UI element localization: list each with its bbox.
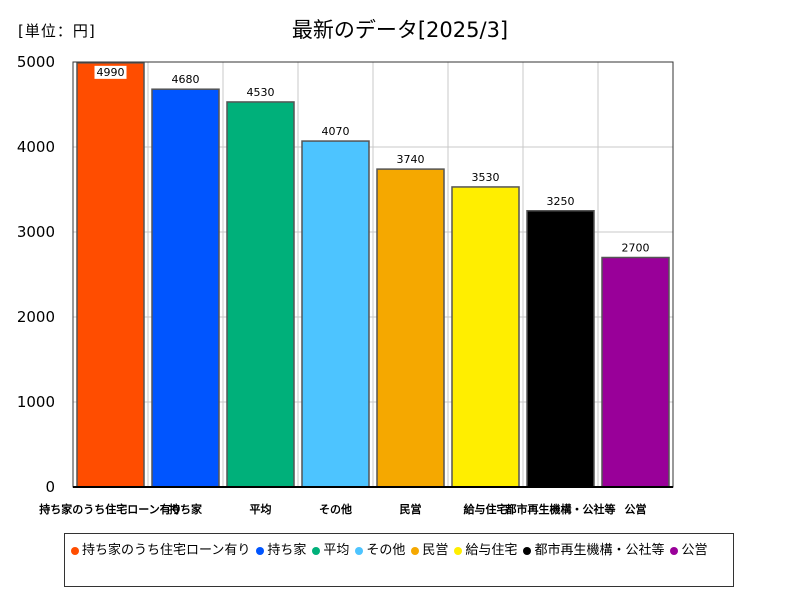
- y-tick-label: 3000: [17, 223, 55, 241]
- legend-marker: [411, 546, 420, 555]
- legend-label: 都市再生機構・公社等: [534, 543, 665, 558]
- category-label: 平均: [250, 502, 272, 516]
- value-label: 4990: [97, 66, 125, 79]
- value-label: 3530: [472, 171, 500, 184]
- legend-item: 持ち家: [256, 540, 306, 561]
- legend-label: 公営: [681, 543, 708, 558]
- legend-label: 平均: [323, 543, 350, 558]
- legend: 持ち家のうち住宅ローン有り 持ち家 平均 その他 民営 給与住宅 都市再生機構・公社等 公営: [64, 533, 734, 587]
- legend-item: 民営: [411, 540, 448, 561]
- legend-item: その他: [355, 540, 405, 561]
- value-label: 3740: [397, 153, 425, 166]
- legend-label: 持ち家: [267, 543, 307, 558]
- chart-title: 最新のデータ[2025/3]: [291, 18, 509, 42]
- legend-marker: [312, 546, 321, 555]
- bar: [451, 186, 520, 488]
- category-label: 民営: [400, 502, 422, 516]
- y-tick-label: 1000: [17, 393, 55, 411]
- bars: [76, 62, 670, 488]
- y-tick-label: 4000: [17, 138, 55, 156]
- category-label: 都市再生機構・公社等: [505, 502, 616, 516]
- category-label: 持ち家: [169, 502, 203, 516]
- category-label: 給与住宅: [464, 502, 508, 516]
- y-tick-label: 5000: [17, 53, 55, 71]
- legend-item: 平均: [312, 540, 349, 561]
- axes: [72, 61, 674, 488]
- value-label: 3250: [547, 195, 575, 208]
- value-label: 4530: [247, 86, 275, 99]
- legend-item: 都市再生機構・公社等: [523, 540, 664, 561]
- value-label-bg: [94, 65, 127, 79]
- legend-label: 持ち家のうち住宅ローン有り: [82, 543, 251, 558]
- labels: 0 1000 2000 3000 4000 5000 4990 持ち家のうち住宅ローン有り 46…: [17, 53, 650, 516]
- category-label: 公営: [625, 502, 647, 516]
- legend-marker: [256, 546, 265, 555]
- y-tick-label: 2000: [17, 308, 55, 326]
- unit-label: [単位：円]: [18, 22, 96, 40]
- bar: [76, 62, 145, 488]
- category-label: その他: [319, 502, 352, 516]
- bar: [301, 140, 370, 488]
- value-label: 2700: [622, 242, 650, 255]
- legend-marker: [523, 546, 532, 555]
- legend-item: 持ち家のうち住宅ローン有り: [71, 540, 250, 561]
- legend-marker: [355, 546, 364, 555]
- legend-label: その他: [366, 543, 406, 558]
- legend-item: 公営: [670, 540, 707, 561]
- y-tick-label: 0: [45, 478, 55, 496]
- bar: [151, 88, 220, 488]
- bar: [376, 168, 445, 488]
- legend-item: 給与住宅: [454, 540, 517, 561]
- bar: [526, 210, 595, 488]
- value-label: 4680: [172, 73, 200, 86]
- legend-label: 給与住宅: [465, 543, 518, 558]
- value-label: 4070: [322, 125, 350, 138]
- legend-marker: [670, 546, 679, 555]
- bar: [226, 101, 295, 488]
- category-label: 持ち家のうち住宅ローン有り: [39, 502, 181, 516]
- legend-label: 民営: [422, 543, 449, 558]
- bar-chart: 0 1000 2000 3000 4000 5000 4990 持ち家のうち住宅ローン有り 46…: [17, 53, 674, 516]
- legend-marker: [454, 546, 463, 555]
- bar: [601, 256, 670, 488]
- legend-marker: [71, 546, 79, 555]
